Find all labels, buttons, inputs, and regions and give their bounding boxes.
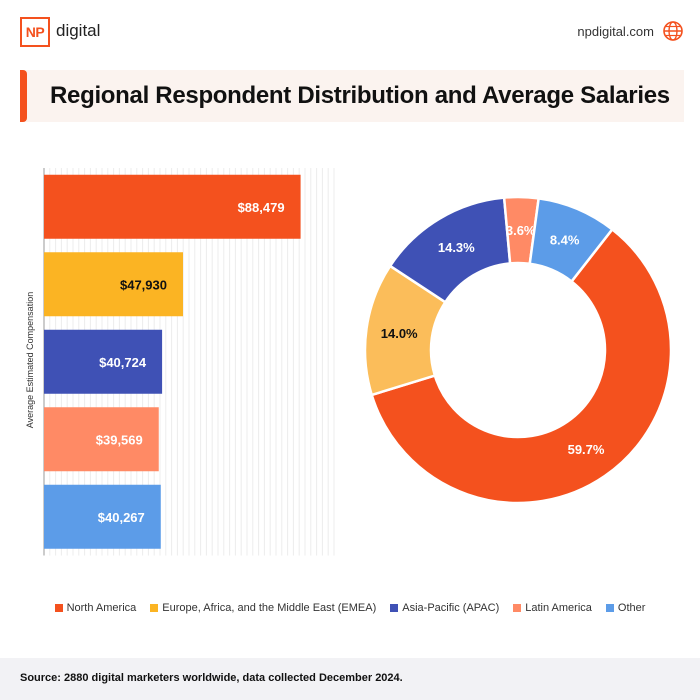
header: NP digital npdigital.com — [0, 0, 700, 64]
legend-label: Asia-Pacific (APAC) — [402, 602, 500, 614]
legend-swatch — [513, 604, 522, 612]
legend-label: Latin America — [525, 602, 592, 614]
logo-word[interactable]: digital — [56, 21, 101, 40]
globe-icon[interactable] — [662, 20, 684, 42]
legend: North America Europe, Africa, and the Mi… — [0, 602, 700, 614]
footer: Source: 2880 digital marketers worldwide… — [0, 658, 700, 700]
site-url[interactable]: npdigital.com — [577, 24, 654, 39]
bar-value-label: $40,267 — [98, 510, 145, 525]
title-band: Regional Respondent Distribution and Ave… — [20, 70, 684, 122]
legend-label: North America — [66, 602, 137, 614]
slice-value-label: 3.6% — [506, 223, 536, 238]
title-accent — [20, 70, 27, 122]
slice-value-label: 14.0% — [381, 326, 418, 341]
donut-slice — [528, 196, 614, 284]
legend-swatch — [150, 604, 159, 612]
legend-swatch — [54, 604, 63, 612]
bar-value-label: $39,569 — [96, 432, 143, 447]
donut-chart: 59.7% 14.0% 14.3% 3.6% 8.4% — [363, 195, 673, 505]
bar-chart: $88,479 $47,930 $40,724 $39,569 $40,267 — [43, 168, 335, 556]
donut-slice — [370, 227, 673, 505]
source-note: Source: 2880 digital marketers worldwide… — [20, 672, 403, 684]
slice-value-label: 14.3% — [438, 240, 475, 255]
legend-label: Europe, Africa, and the Middle East (EME… — [162, 602, 377, 614]
legend-label: Other — [617, 602, 646, 614]
bar — [44, 484, 161, 549]
legend-item: Other — [605, 602, 646, 614]
bar — [44, 252, 183, 317]
bar — [44, 174, 301, 239]
slice-value-label: 8.4% — [550, 232, 580, 247]
page-title: Regional Respondent Distribution and Ave… — [50, 82, 670, 109]
bar — [44, 329, 163, 394]
legend-item: Europe, Africa, and the Middle East (EME… — [150, 602, 376, 614]
bar-value-label: $88,479 — [238, 200, 285, 215]
legend-item: North America — [54, 602, 137, 614]
legend-item: Asia-Pacific (APAC) — [390, 602, 499, 614]
legend-swatch — [390, 604, 399, 612]
bar — [44, 407, 159, 472]
bar-value-label: $40,724 — [99, 355, 147, 370]
logo-mark[interactable]: NP — [20, 17, 50, 47]
donut-marks: 59.7% 14.0% 14.3% 3.6% 8.4% — [363, 195, 673, 505]
slice-value-label: 59.7% — [568, 442, 605, 457]
legend-swatch — [605, 604, 614, 612]
legend-item: Latin America — [513, 602, 592, 614]
bar-marks: $88,479 $47,930 $40,724 $39,569 $40,267 — [44, 174, 301, 549]
bar-value-label: $47,930 — [120, 277, 167, 292]
